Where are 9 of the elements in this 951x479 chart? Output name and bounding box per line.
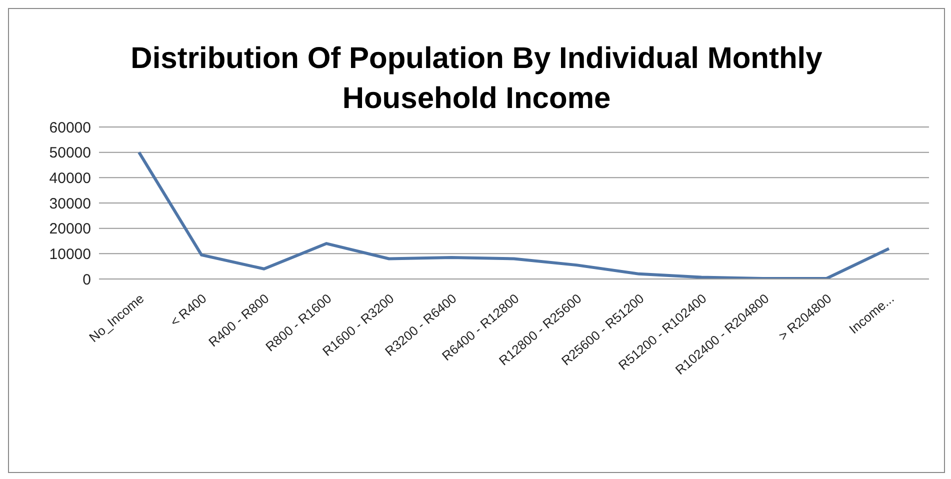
y-tick-label: 0 (82, 271, 91, 288)
y-tick-label: 20000 (49, 220, 91, 238)
y-tick-label: 50000 (49, 144, 91, 162)
y-tick-label: 30000 (49, 195, 91, 212)
line-series (138, 150, 890, 279)
chart-title: Distribution Of Population By Individual Monthly Household Income (130, 41, 824, 117)
y-tick-label: 60000 (49, 119, 91, 136)
y-tick-label: 10000 (49, 246, 91, 263)
y-tick-label: 40000 (49, 170, 91, 187)
